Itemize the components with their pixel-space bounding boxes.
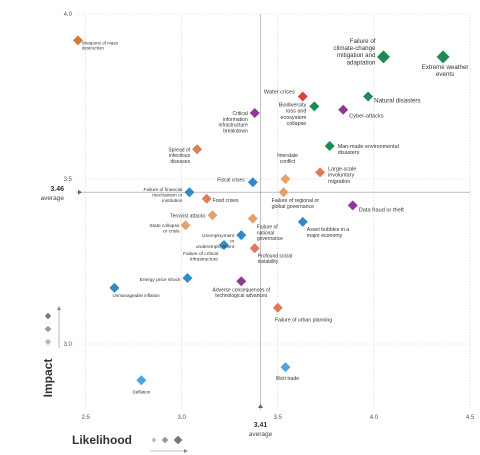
average-x-text: average: [249, 431, 273, 438]
data-point-marker: [184, 187, 195, 198]
data-point-label: Profound social instability: [258, 253, 292, 265]
data-point-marker: [272, 302, 283, 313]
data-point-label: Failure of urban planning: [275, 318, 333, 324]
impact-scale-icon: [44, 338, 52, 346]
data-point-marker: [338, 104, 349, 115]
data-point-marker: [180, 220, 191, 231]
data-point-label: Food crises: [213, 198, 239, 204]
average-y-value: 3.46: [50, 186, 64, 193]
data-point-label: Unemployment or underemployment: [196, 233, 235, 250]
data-point-marker: [347, 200, 358, 211]
data-point-label: Interstate conflict: [277, 153, 298, 165]
average-y-marker: [78, 189, 82, 195]
data-point-label: Extreme weather events: [422, 64, 469, 78]
chart-ticks: 2.5 3.0 3.5 4.0 4.5 3.0 3.5 4.0: [64, 12, 475, 421]
data-point-marker: [192, 144, 203, 155]
data-point-label: Fiscal crises: [217, 177, 245, 183]
data-point-marker: [324, 141, 335, 151]
data-point-marker: [247, 177, 258, 188]
data-point-label: Biodiversity loss and ecosystem collapse: [279, 102, 307, 127]
data-point-marker: [236, 230, 247, 241]
data-point-marker: [249, 108, 260, 118]
data-point-label: Cyber-attacks: [349, 114, 384, 120]
x-tick-label: 3.5: [274, 415, 283, 421]
likelihood-scale-icon: [173, 435, 183, 445]
x-tick-label: 2.5: [81, 415, 90, 421]
chart-grid: [76, 13, 471, 410]
x-tick-label: 4.5: [466, 415, 475, 421]
likelihood-scale-arrowhead: [184, 449, 188, 453]
y-tick-label: 3.0: [64, 342, 73, 348]
data-point-marker: [436, 50, 450, 64]
data-point-marker: [247, 213, 258, 224]
data-point-label: Unmanageable inflation: [112, 293, 160, 298]
data-point-label: Water crises: [264, 90, 295, 96]
data-point-label: Deflation: [132, 389, 150, 394]
data-point-marker: [201, 193, 212, 204]
data-point-marker: [280, 362, 291, 373]
data-point-marker: [182, 273, 193, 283]
data-point-label: Man-made environmental disasters: [338, 144, 399, 156]
data-point-label: Illicit trade: [276, 376, 299, 382]
data-point-label: Critical information infrastructure breakdo…: [219, 111, 248, 134]
likelihood-scale-icon: [151, 437, 157, 443]
data-point-marker: [72, 35, 83, 46]
data-point-label: Terrorist attacks: [170, 213, 206, 219]
data-point-label: Energy price shock: [140, 277, 181, 283]
data-point-label: Natural disasters: [374, 98, 420, 105]
data-point-marker: [377, 50, 391, 64]
data-point-label: Failure of critical infrastructure: [183, 251, 218, 263]
y-tick-label: 3.5: [64, 177, 73, 183]
data-point-marker: [278, 187, 289, 198]
data-point-label: Failure of national governance: [257, 225, 283, 243]
data-point-marker: [207, 210, 218, 221]
chart-point-labels: Weapons of mass destruction Failure of clim…: [82, 38, 469, 394]
data-point-marker: [218, 240, 229, 250]
y-tick-label: 4.0: [64, 12, 73, 18]
chart-points: [72, 35, 450, 386]
data-point-label: Large-scale involuntary migration: [328, 166, 356, 184]
data-point-label: Failure of financial mechanism or institut…: [143, 187, 182, 204]
average-lines: 3.41 average 3.46 average: [41, 14, 470, 438]
data-point-marker: [280, 174, 291, 184]
data-point-marker: [363, 91, 374, 102]
data-point-marker: [297, 91, 308, 102]
data-point-marker: [249, 243, 260, 254]
average-x-value: 3.41: [254, 422, 268, 429]
likelihood-scale-icon: [161, 436, 169, 444]
data-point-label: Adverse consequences of technological adv…: [213, 287, 271, 299]
impact-scale-icon: [44, 312, 52, 320]
data-point-marker: [236, 276, 247, 287]
impact-scale-arrowhead: [57, 306, 61, 310]
y-axis-title: Impact: [41, 359, 55, 398]
data-point-label: Failure of climate-change mitigation and ad…: [334, 38, 377, 66]
data-point-marker: [297, 216, 308, 227]
data-point-marker: [109, 282, 120, 293]
data-point-label: Data fraud or theft: [359, 207, 405, 213]
data-point-label: Failure of regional or global governance: [272, 198, 320, 210]
x-axis-title: Likelihood: [72, 433, 132, 447]
data-point-marker: [315, 167, 326, 178]
x-tick-label: 4.0: [370, 415, 379, 421]
x-tick-label: 3.0: [178, 415, 187, 421]
impact-scale-icon: [44, 325, 52, 333]
data-point-label: State collapse or crisis: [149, 223, 180, 235]
average-x-marker: [258, 404, 264, 408]
data-point-label: Asset bubbles in a major economy: [307, 227, 350, 239]
data-point-label: Weapons of mass destruction: [82, 40, 119, 50]
axis-legends: Impact Likelihood: [41, 306, 188, 453]
data-point-marker: [136, 375, 147, 386]
data-point-label: Spread of infectious diseases: [168, 147, 190, 165]
average-y-text: average: [41, 195, 65, 202]
data-point-marker: [309, 101, 320, 112]
